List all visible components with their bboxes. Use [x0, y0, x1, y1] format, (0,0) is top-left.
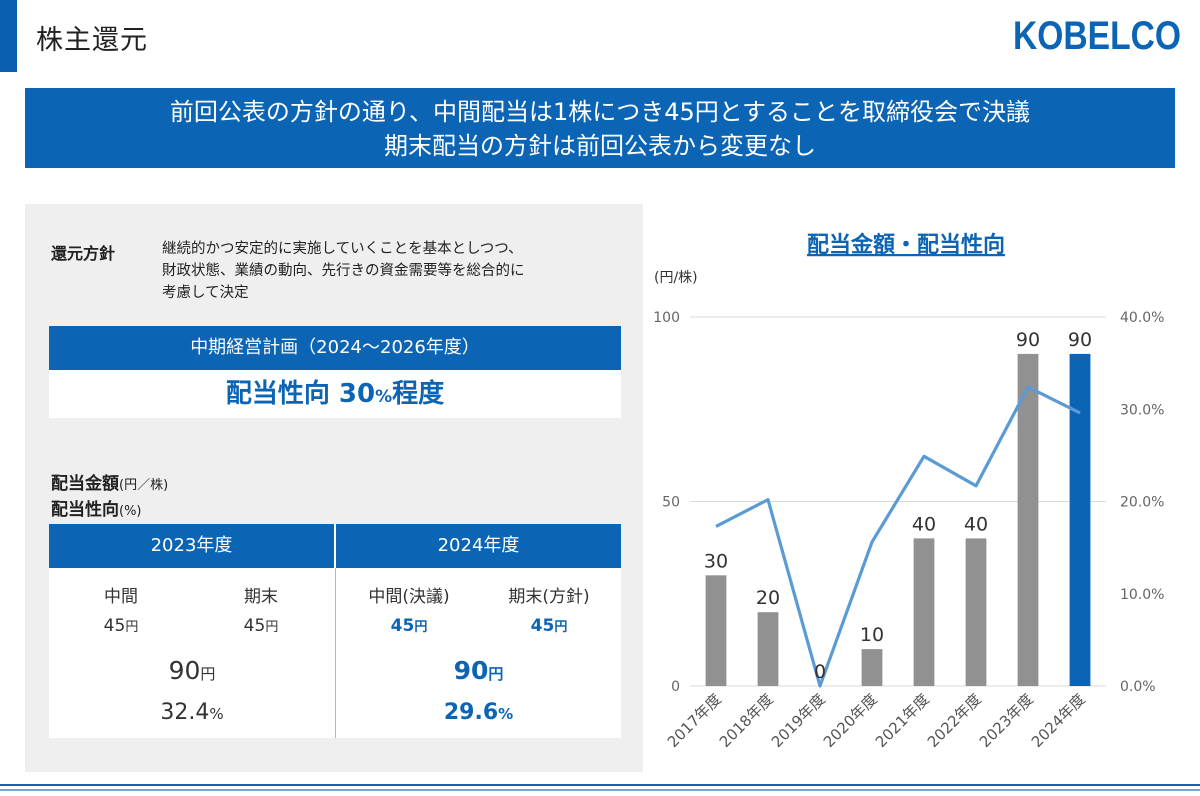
bar — [757, 612, 779, 686]
y2-tick-label: 20.0% — [1120, 495, 1164, 511]
fy2023-interim-value: 45円 — [103, 616, 139, 636]
y2-tick-label: 0.0% — [1120, 679, 1156, 695]
fy2023-final-label: 期末 — [244, 587, 278, 607]
policy-text: 継続的かつ安定的に実施していくことを基本としつつ、 財政状態、業績の動向、先行き… — [162, 238, 632, 304]
mid-term-plan-target: 配当性向 30%程度 — [49, 370, 621, 418]
kobelco-logo: KOBELCO — [1013, 14, 1181, 56]
x-tick-label: 2024年度 — [1028, 690, 1089, 751]
x-tick-label: 2020年度 — [820, 690, 881, 751]
fy2023-header: 2023年度 — [49, 524, 334, 568]
plan-target-pct: % — [375, 387, 393, 407]
payout-unit: (%) — [119, 504, 142, 519]
chart-y-axis-label: (円/株) — [654, 270, 698, 286]
fy2023-interim-label: 中間 — [104, 587, 138, 607]
bar-data-label: 40 — [964, 513, 988, 535]
payout-label: 配当性向 — [51, 500, 119, 520]
table-divider — [335, 568, 336, 738]
x-tick-label: 2022年度 — [924, 690, 985, 751]
fy2024-final-value: 45円 — [530, 616, 568, 636]
policy-panel: 還元方針 継続的かつ安定的に実施していくことを基本としつつ、 財政状態、業績の動… — [25, 204, 643, 772]
plan-target-main: 配当性向 30 — [225, 379, 376, 409]
y-tick-label: 0 — [671, 679, 680, 695]
fy2024-interim-label: 中間(決議) — [368, 587, 450, 607]
dividend-table-label: 配当金額(円／株) 配当性向(%) — [51, 472, 168, 524]
bar-data-label: 10 — [860, 624, 884, 646]
banner-line-1: 前回公表の方針の通り、中間配当は1株につき45円とすることを取締役会で決議 — [169, 98, 1031, 126]
bar — [861, 649, 883, 686]
fy2024-final-label: 期末(方針) — [508, 587, 590, 607]
bar-data-label: 0 — [814, 661, 826, 683]
bar-data-label: 90 — [1068, 329, 1092, 351]
policy-label: 還元方針 — [51, 244, 116, 263]
fy2024-header: 2024年度 — [336, 524, 621, 568]
amount-unit: (円／株) — [119, 478, 169, 493]
banner-line-2: 期末配当の方針は前回公表から変更なし — [384, 132, 816, 160]
y-tick-label: 50 — [662, 495, 680, 511]
footer-rule-light — [0, 789, 1200, 791]
x-tick-label: 2023年度 — [976, 690, 1037, 751]
dividend-table: 2023年度 2024年度 中間 期末 45円 45円 90円 32.4% 中間… — [49, 524, 621, 738]
bar — [913, 538, 935, 686]
fy2024-total-value: 90円 — [453, 656, 504, 685]
logo-text: KOBELCO — [1013, 14, 1181, 56]
x-tick-label: 2021年度 — [872, 690, 933, 751]
chart-title: 配当金額・配当性向 — [807, 232, 1005, 258]
y2-tick-label: 40.0% — [1120, 310, 1164, 326]
bar-data-label: 90 — [1016, 329, 1040, 351]
bar-data-label: 20 — [756, 587, 780, 609]
fy2024-payout-value: 29.6% — [443, 700, 514, 725]
fy2023-total-value: 90円 — [168, 656, 216, 685]
bar — [705, 575, 727, 686]
headline-banner: 前回公表の方針の通り、中間配当は1株につき45円とすることを取締役会で決議 期末… — [25, 88, 1175, 168]
fy2023-payout-value: 32.4% — [160, 700, 224, 725]
policy-line: 財政状態、業績の動向、先行きの資金需要等を総合的に — [162, 263, 525, 279]
bar — [965, 538, 987, 686]
mid-term-plan-header: 中期経営計画（2024～2026年度） — [49, 326, 621, 370]
bar-data-label: 30 — [704, 550, 728, 572]
policy-line: 継続的かつ安定的に実施していくことを基本としつつ、 — [162, 241, 523, 257]
policy-line: 考慮して決定 — [162, 285, 249, 301]
y-tick-label: 100 — [653, 310, 680, 326]
y2-tick-label: 10.0% — [1120, 587, 1164, 603]
bar-data-label: 40 — [912, 513, 936, 535]
bar — [1017, 353, 1039, 686]
x-tick-label: 2017年度 — [664, 690, 725, 751]
amount-label: 配当金額 — [51, 474, 119, 494]
x-tick-label: 2018年度 — [716, 690, 777, 751]
fy2023-final-value: 45円 — [243, 616, 279, 636]
page-title: 株主還元 — [36, 25, 148, 56]
y2-tick-label: 30.0% — [1120, 402, 1164, 418]
title-accent-bar — [0, 0, 17, 72]
plan-target-tail: 程度 — [392, 379, 445, 409]
footer-rule — [0, 784, 1200, 786]
dividend-chart: 配当金額・配当性向 (円/株) 30 20 0 10 40 40 90 90 0 50 100 0.… — [653, 232, 1164, 751]
payout-ratio-line — [715, 385, 1081, 688]
x-tick-label: 2019年度 — [768, 690, 829, 751]
fy2024-interim-value: 45円 — [390, 616, 428, 636]
bar — [1069, 353, 1091, 686]
